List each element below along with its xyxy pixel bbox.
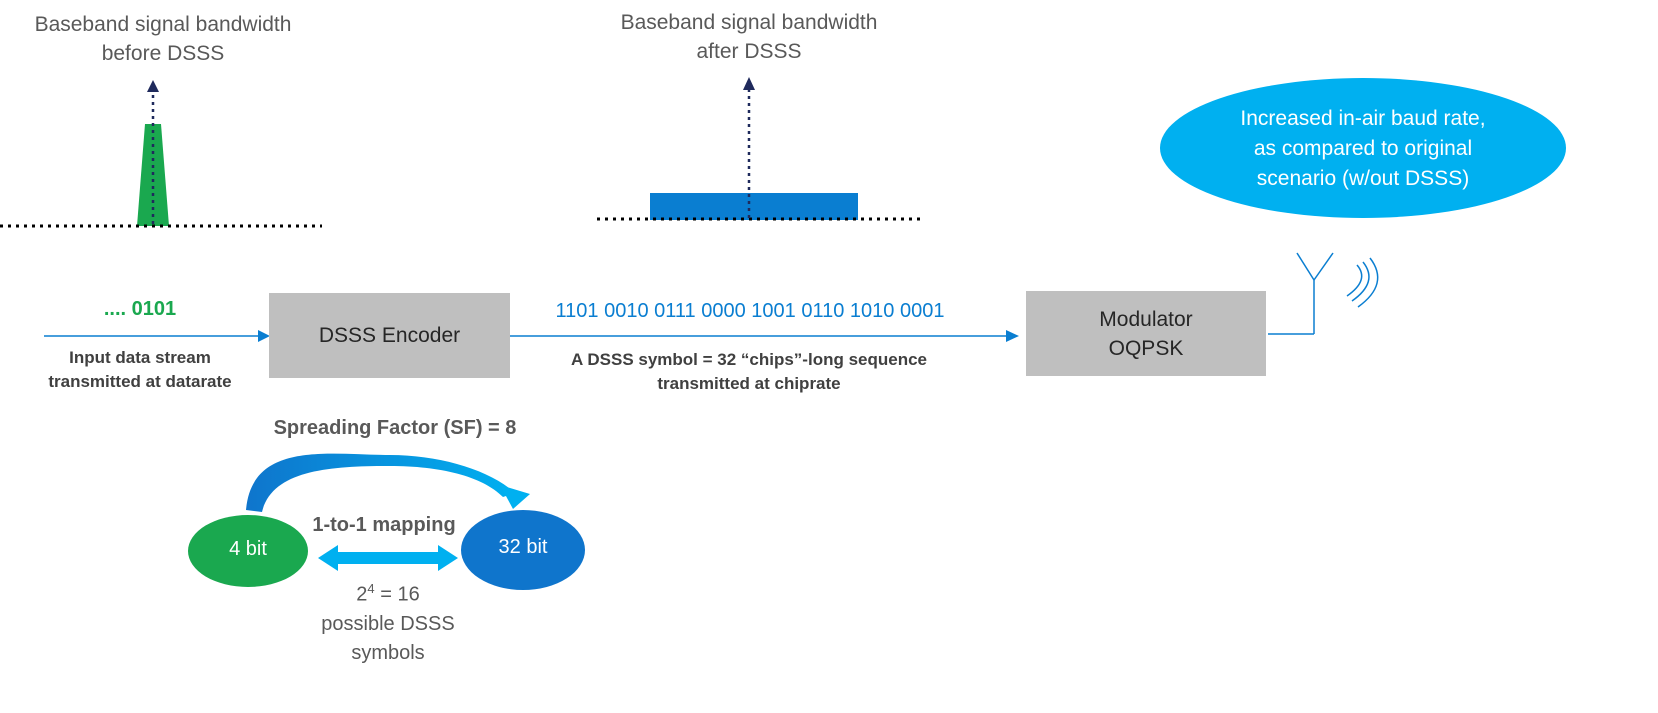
possible-symbols-count: 24 = 16 <box>303 574 473 610</box>
modulator-line1: Modulator <box>1099 307 1193 331</box>
modulator-line2: OQPSK <box>1108 336 1184 360</box>
spreading-arc-arrow <box>246 453 530 512</box>
thirty-two-bit-label: 32 bit <box>498 536 548 558</box>
callout-text: Increased in-air baud rate, as compared … <box>1190 104 1536 194</box>
after-bandwidth-line1: Baseband signal bandwidth <box>620 11 878 34</box>
mapping-double-arrow <box>318 545 458 571</box>
input-stream-label-line2: transmitted at datarate <box>48 372 232 391</box>
four-bit-node <box>188 515 308 587</box>
possible-symbols-label: 24 = 16 possible DSSS symbols <box>303 574 473 668</box>
after-axis-arrowhead <box>743 77 755 90</box>
thirty-two-bit-node <box>461 510 585 590</box>
count-exponent: 4 <box>367 581 375 596</box>
before-bandwidth-title: Baseband signal bandwidth before DSSS <box>18 10 308 68</box>
input-bits: .... 0101 <box>103 298 177 320</box>
chip-stream-label: A DSSS symbol = 32 “chips”-long sequence… <box>540 348 958 396</box>
callout-ellipse <box>1160 78 1566 218</box>
possible-symbols-line3: symbols <box>351 641 425 664</box>
input-stream-label: Input data stream transmitted at datarat… <box>22 346 258 394</box>
before-bandwidth-line2: before DSSS <box>101 42 225 65</box>
callout-line2: as compared to original <box>1253 137 1473 160</box>
input-arrowhead <box>258 330 270 342</box>
chip-arrowhead <box>1006 330 1019 342</box>
spreading-factor-title: Spreading Factor (SF) = 8 <box>273 417 517 439</box>
dsss-encoder-label: DSSS Encoder <box>318 324 461 347</box>
wideband-block <box>650 193 858 220</box>
possible-symbols-line2: possible DSSS <box>321 612 455 635</box>
after-bandwidth-title: Baseband signal bandwidth after DSSS <box>604 8 894 66</box>
chip-sequence: 1101 0010 0111 0000 1001 0110 1010 0001 <box>555 300 945 322</box>
count-base: 2 <box>356 583 368 606</box>
after-bandwidth-line2: after DSSS <box>696 40 802 63</box>
four-bit-label: 4 bit <box>229 538 267 560</box>
before-axis-arrowhead <box>147 80 159 92</box>
dsss-encoder-box: DSSS Encoder <box>269 293 510 378</box>
mapping-label: 1-to-1 mapping <box>312 514 456 536</box>
chip-stream-label-line2: transmitted at chiprate <box>657 374 841 393</box>
before-bandwidth-line1: Baseband signal bandwidth <box>34 13 292 36</box>
chip-stream-label-line1: A DSSS symbol = 32 “chips”-long sequence <box>571 350 927 369</box>
wideband-spectrum <box>597 77 920 221</box>
modulator-box: Modulator OQPSK <box>1026 291 1266 376</box>
count-rest: = 16 <box>374 583 420 606</box>
narrowband-spectrum <box>0 80 322 228</box>
input-stream-label-line1: Input data stream <box>69 348 211 367</box>
callout-line3: scenario (w/out DSSS) <box>1256 167 1470 190</box>
callout-line1: Increased in-air baud rate, <box>1240 107 1486 130</box>
antenna-icon <box>1268 252 1379 335</box>
